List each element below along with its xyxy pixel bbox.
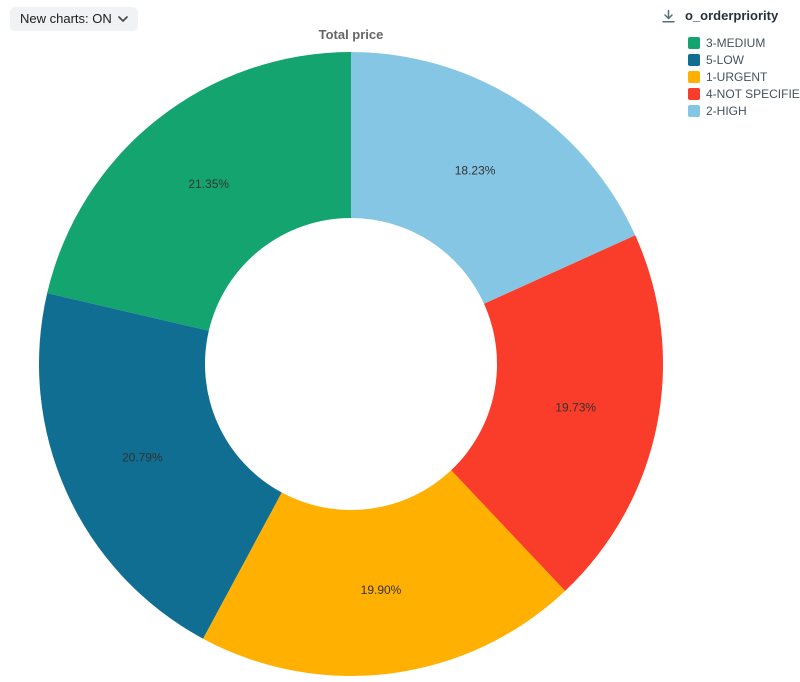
legend-item-2-high[interactable]: 2-HIGH bbox=[688, 102, 797, 119]
donut-slice-5-low[interactable] bbox=[38, 293, 282, 639]
donut-slice-4-not-specified[interactable] bbox=[451, 235, 664, 591]
new-charts-toggle[interactable]: New charts: ON bbox=[10, 7, 138, 31]
legend-label: 3-MEDIUM bbox=[706, 35, 766, 50]
legend-label: 1-URGENT bbox=[706, 69, 768, 84]
donut-slice-2-high[interactable] bbox=[351, 52, 636, 304]
legend-swatch bbox=[688, 53, 700, 66]
legend-label: 4-NOT SPECIFIED bbox=[706, 86, 800, 101]
legend-swatch bbox=[688, 36, 700, 49]
legend-label: 2-HIGH bbox=[706, 103, 747, 118]
legend-swatch bbox=[688, 104, 700, 117]
legend-item-5-low[interactable]: 5-LOW bbox=[688, 51, 797, 68]
legend-swatch bbox=[688, 70, 700, 83]
new-charts-toggle-label: New charts: ON bbox=[20, 11, 112, 26]
chevron-down-icon bbox=[117, 15, 128, 22]
chart-title: Total price bbox=[318, 27, 384, 42]
legend-item-1-urgent[interactable]: 1-URGENT bbox=[688, 68, 797, 85]
donut-slice-1-urgent[interactable] bbox=[203, 470, 566, 677]
donut-slice-3-medium[interactable] bbox=[47, 52, 352, 331]
legend: o_orderpriority 3-MEDIUM 5-LOW 1-URGENT … bbox=[661, 8, 800, 119]
legend-title: o_orderpriority bbox=[685, 8, 779, 23]
legend-items: 3-MEDIUM 5-LOW 1-URGENT 4-NOT SPECIFIED … bbox=[661, 34, 800, 119]
download-icon[interactable] bbox=[661, 8, 676, 27]
legend-item-4-not-specified[interactable]: 4-NOT SPECIFIED bbox=[688, 85, 800, 102]
legend-item-3-medium[interactable]: 3-MEDIUM bbox=[688, 34, 797, 51]
legend-swatch bbox=[688, 87, 700, 100]
legend-label: 5-LOW bbox=[706, 52, 745, 67]
